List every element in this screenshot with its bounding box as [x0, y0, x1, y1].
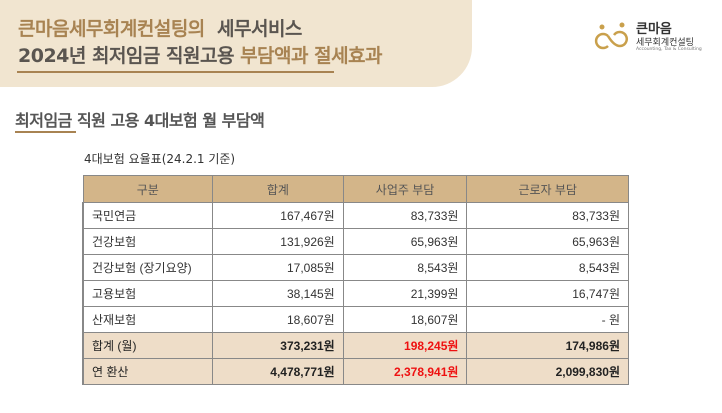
row-label: 국민연금	[82, 202, 214, 229]
table-row: 건강보험 131,926원 65,963원 65,963원	[82, 228, 629, 255]
table-row: 건강보험 (장기요양) 17,085원 8,543원 8,543원	[82, 254, 629, 281]
cell-value: 174,986원	[466, 332, 629, 359]
cell-value: 18,607원	[342, 306, 468, 333]
row-label: 연 환산	[82, 358, 214, 385]
title-main: 2024년 최저임금 직원고용	[18, 45, 234, 67]
cell-value: - 원	[466, 306, 629, 333]
cell-value: 131,926원	[212, 228, 344, 255]
col-header: 구분	[82, 175, 214, 203]
table-row: 고용보험 38,145원 21,399원 16,747원	[82, 280, 629, 307]
company-name: 큰마음세무회계컨설팅의	[18, 18, 205, 40]
cell-value: 83,733원	[466, 202, 629, 229]
title-underline	[17, 71, 334, 73]
section-title: 최저임금 직원 고용 4대보험 월 부담액	[15, 111, 265, 130]
row-label: 산재보험	[82, 306, 214, 333]
table-caption: 4대보험 요율표(24.2.1 기준)	[84, 152, 236, 166]
insurance-table: 구분 합계 사업주 부담 근로자 부담 국민연금 167,467원 83,733원 8…	[82, 175, 629, 385]
cell-value: 83,733원	[342, 202, 468, 229]
cell-value: 65,963원	[466, 228, 629, 255]
cell-value: 17,085원	[212, 254, 344, 281]
cell-value: 373,231원	[212, 332, 344, 359]
cell-value: 18,607원	[212, 306, 344, 333]
total-row: 연 환산 4,478,771원 2,378,941원 2,099,830원	[82, 358, 629, 385]
title-line-1: 큰마음세무회계컨설팅의 세무서비스	[18, 14, 302, 41]
table-row: 국민연금 167,467원 83,733원 83,733원	[82, 202, 629, 229]
logo-english-text: Accounting, Tax & Consulting	[636, 47, 702, 52]
title-line-2: 2024년 최저임금 직원고용 부담액과 절세효과	[18, 41, 383, 68]
cell-value: 2,099,830원	[466, 358, 629, 385]
company-logo: 큰마음 세무회계컨설팅 Accounting, Tax & Consulting	[594, 18, 714, 58]
logo-main-text: 큰마음	[636, 22, 672, 37]
col-header: 근로자 부담	[466, 175, 629, 203]
section-underline	[15, 131, 76, 133]
cell-value: 167,467원	[212, 202, 344, 229]
total-row: 합계 (월) 373,231원 198,245원 174,986원	[82, 332, 629, 359]
row-label: 합계 (월)	[82, 332, 214, 359]
logo-sub-text: 세무회계컨설팅	[636, 38, 694, 48]
col-header: 합계	[212, 175, 344, 203]
row-label: 건강보험	[82, 228, 214, 255]
cell-value: 16,747원	[466, 280, 629, 307]
title-service: 세무서비스	[217, 18, 302, 40]
cell-value: 8,543원	[342, 254, 468, 281]
title-accent: 부담액과 절세효과	[240, 45, 383, 67]
cell-value: 21,399원	[342, 280, 468, 307]
cell-value: 65,963원	[342, 228, 468, 255]
cell-value: 2,378,941원	[342, 358, 468, 385]
row-label: 건강보험 (장기요양)	[82, 254, 214, 281]
cell-value: 8,543원	[466, 254, 629, 281]
table-header-row: 구분 합계 사업주 부담 근로자 부담	[82, 175, 629, 203]
row-label: 고용보험	[82, 280, 214, 307]
cell-value: 4,478,771원	[212, 358, 344, 385]
cell-value: 198,245원	[342, 332, 468, 359]
cell-value: 38,145원	[212, 280, 344, 307]
table-row: 산재보험 18,607원 18,607원 - 원	[82, 306, 629, 333]
logo-mark-icon	[594, 22, 628, 50]
col-header: 사업주 부담	[342, 175, 468, 203]
